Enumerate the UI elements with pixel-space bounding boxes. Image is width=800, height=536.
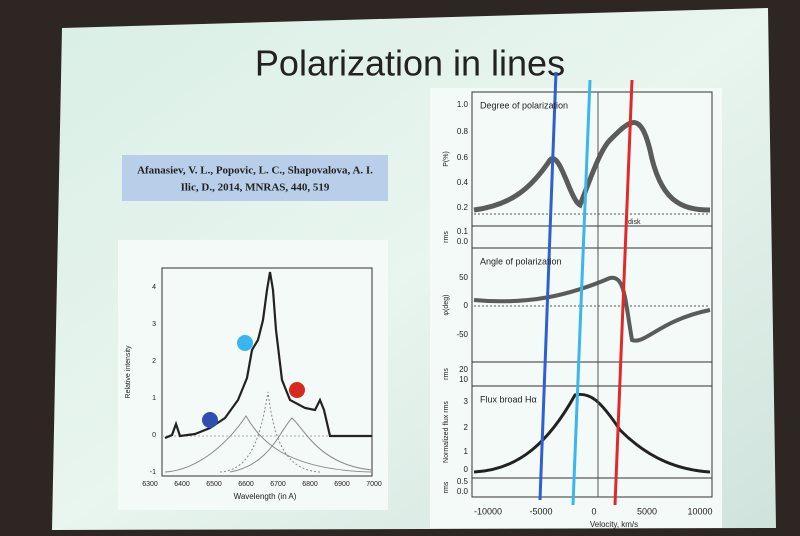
blue-line (538, 71, 558, 501)
x-tick-label: 10000 (687, 506, 712, 516)
y-axis-label: rms (443, 368, 450, 380)
y-axis-label: rms (443, 231, 450, 243)
y-tick-label: 1 (152, 395, 156, 402)
spectrum (164, 271, 372, 440)
red-line (613, 79, 634, 506)
y-tick-label: 0.5 (457, 477, 469, 486)
y-tick-label: 3 (152, 321, 156, 328)
y-tick-label: 0.8 (457, 127, 469, 136)
citation-box (122, 155, 388, 201)
red-dot (289, 382, 305, 398)
left-chart-bg (118, 240, 388, 510)
y-tick-label: 0 (152, 432, 156, 439)
y-tick-label: 0.6 (457, 153, 469, 162)
y-axis-label: P(%) (443, 151, 450, 167)
panel-label: Degree of polarization (480, 100, 568, 110)
y-tick-label: 0.4 (457, 178, 469, 187)
blue-dot (202, 412, 218, 428)
y-axis-label: rms (443, 481, 450, 493)
y-tick-label: 50 (459, 273, 468, 282)
y-tick-label: 3 (464, 397, 469, 406)
panel-label: Flux broad Hα (480, 394, 537, 404)
y-tick-label: 4 (152, 284, 156, 291)
x-axis-label: Velocity, km/s (590, 520, 638, 529)
y-tick-label: 20 (459, 365, 468, 374)
panel-dividers (472, 225, 712, 479)
y-axis-label: Normalized flux rms (443, 401, 450, 463)
y-tick-label: 10 (459, 375, 468, 384)
flux-curve (473, 392, 711, 474)
y-tick-label: 2 (464, 423, 469, 432)
y-tick-label: 0 (464, 301, 469, 310)
component (164, 415, 373, 473)
angle-curves (473, 275, 711, 343)
x-tick-label: 6700 (270, 481, 286, 488)
component (229, 417, 373, 473)
y-tick-label: -50 (456, 330, 468, 339)
left-frame (161, 267, 373, 477)
x-tick-label: 6600 (238, 481, 254, 488)
citation-line: Afanasiev, V. L., Popovic, L. C., Shapov… (137, 165, 373, 177)
y-tick-label: 0.0 (457, 237, 469, 246)
y-tick-label: 1.0 (457, 100, 469, 109)
x-tick-label: 6300 (142, 481, 158, 488)
x-tick-label: 7000 (366, 481, 382, 488)
x-tick-label: 6500 (206, 481, 222, 488)
x-axis-label: Wavelength (in A) (234, 492, 297, 501)
y-tick-label: 0.1 (457, 227, 469, 236)
y-tick-label: 0 (464, 465, 469, 474)
y-axis-label: Relative intensity (125, 345, 132, 398)
panel-label: Angle of polarization (480, 256, 562, 266)
slide-title: Polarization in lines (255, 43, 565, 84)
x-tick-label: 0 (591, 506, 596, 516)
component (219, 391, 321, 473)
x-tick-label: 5000 (637, 506, 657, 516)
right-frame (471, 91, 713, 498)
annotation: disk (628, 219, 641, 226)
y-tick-label: -1 (150, 469, 156, 476)
y-axis-label: φ(deg) (443, 295, 450, 316)
lightblue-dot (237, 335, 253, 351)
x-tick-label: 6900 (334, 481, 350, 488)
x-tick-label: -10000 (474, 506, 502, 516)
x-tick-label: -5000 (529, 506, 552, 516)
x-tick-label: 6800 (302, 481, 318, 488)
y-tick-label: 1 (464, 447, 469, 456)
y-tick-label: 0.0 (457, 487, 469, 496)
citation-line: Ilic, D., 2014, MNRAS, 440, 519 (181, 182, 330, 194)
x-tick-label: 6400 (174, 481, 190, 488)
y-tick-label: 0.2 (457, 203, 469, 212)
lightblue-line (571, 79, 592, 506)
y-tick-label: 2 (152, 358, 156, 365)
